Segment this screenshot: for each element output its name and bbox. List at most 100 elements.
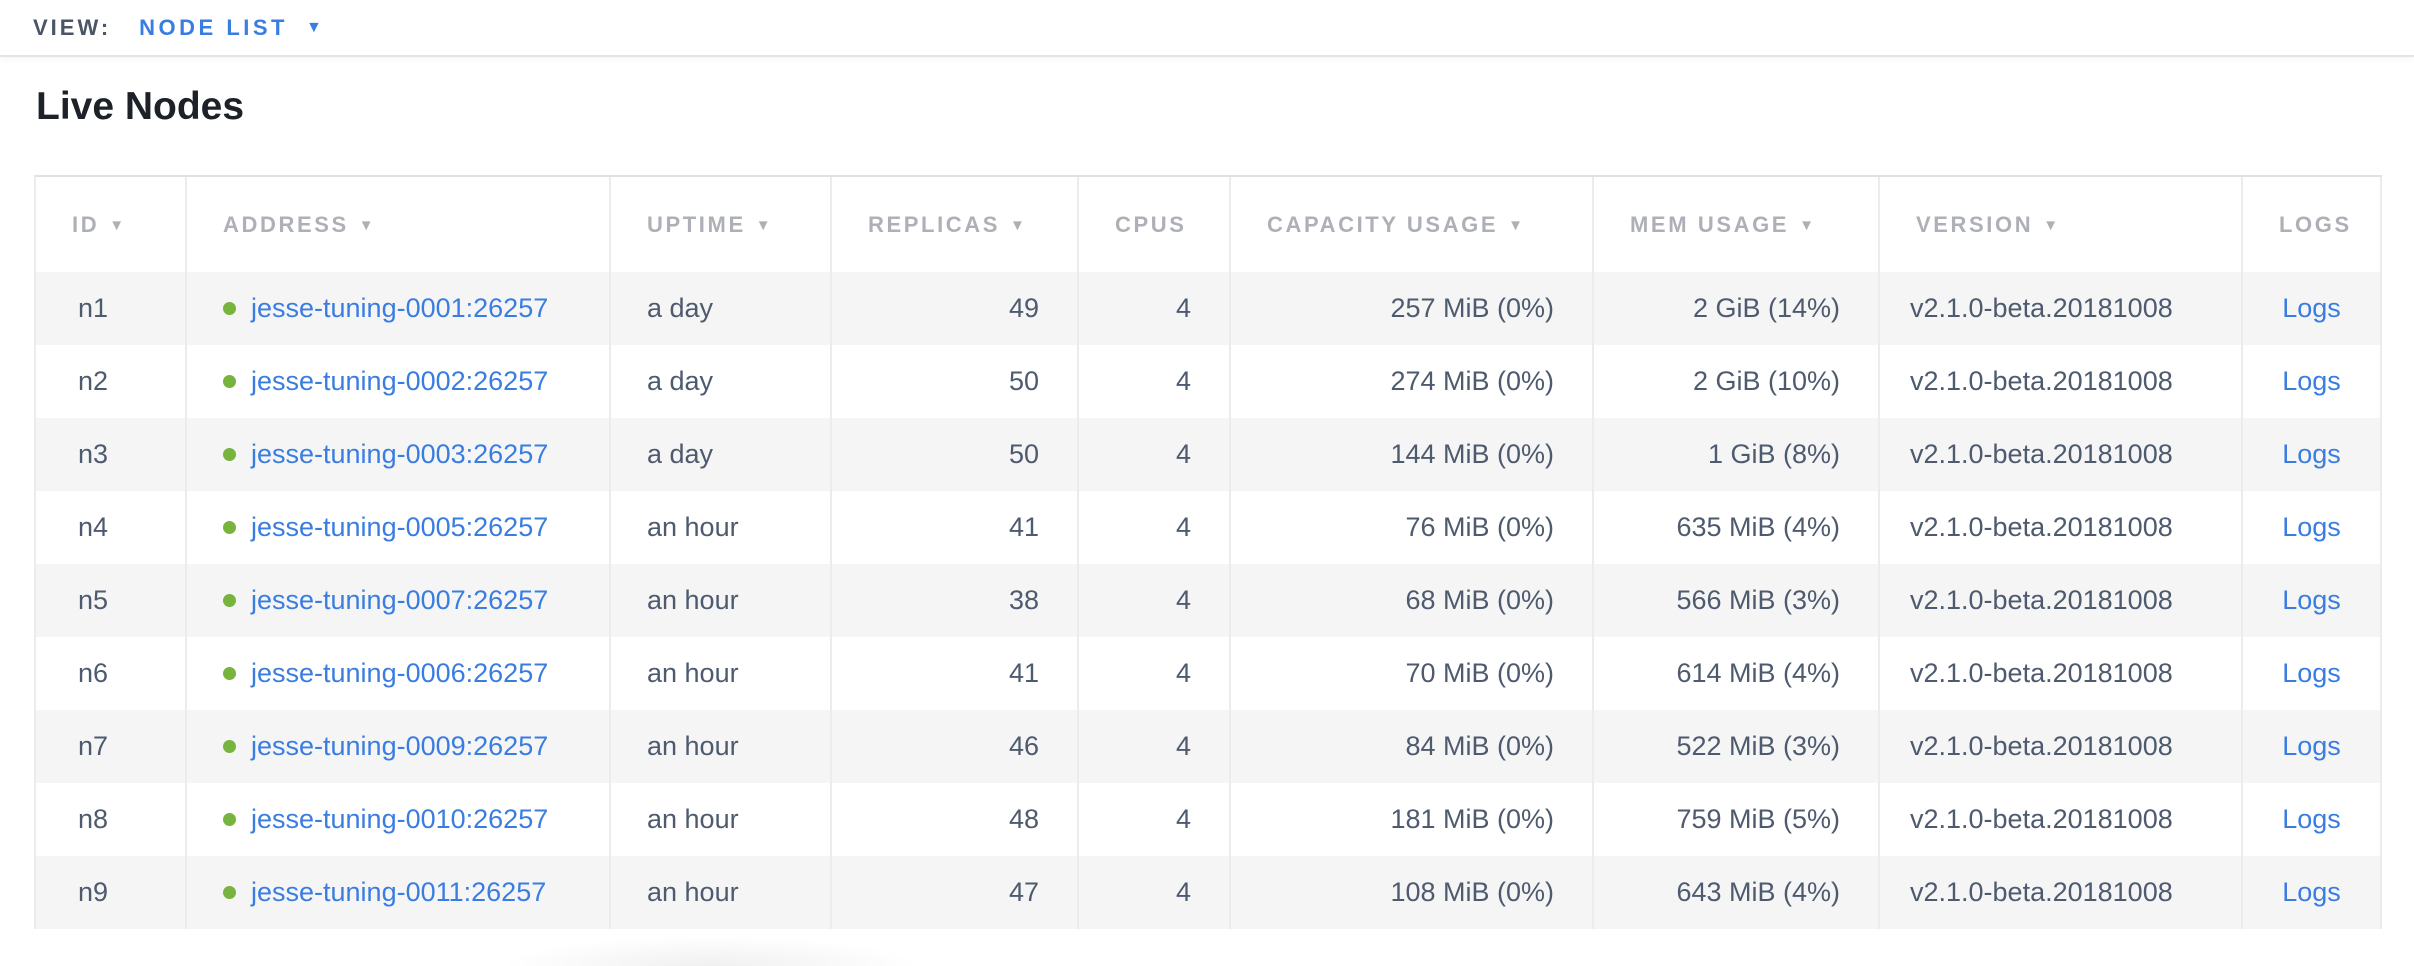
cell-capacity: 181 MiB (0%) xyxy=(1231,783,1594,856)
cell-mem: 635 MiB (4%) xyxy=(1594,491,1880,564)
cell-replicas: 50 xyxy=(832,345,1079,418)
live-status-icon xyxy=(223,886,236,899)
cell-logs: Logs xyxy=(2243,637,2382,710)
cell-capacity: 108 MiB (0%) xyxy=(1231,856,1594,929)
cell-logs: Logs xyxy=(2243,491,2382,564)
live-status-icon xyxy=(223,667,236,680)
cell-id: n3 xyxy=(36,418,187,491)
address-link[interactable]: jesse-tuning-0006:26257 xyxy=(251,658,548,688)
cell-cpus: 4 xyxy=(1079,856,1231,929)
live-status-icon xyxy=(223,448,236,461)
logs-link[interactable]: Logs xyxy=(2282,804,2341,834)
cell-capacity: 144 MiB (0%) xyxy=(1231,418,1594,491)
logs-link[interactable]: Logs xyxy=(2282,877,2341,907)
cell-id: n6 xyxy=(36,637,187,710)
sort-desc-icon: ▼ xyxy=(109,217,126,234)
live-status-icon xyxy=(223,521,236,534)
cell-version: v2.1.0-beta.20181008 xyxy=(1880,783,2243,856)
table-row-n9: n9 jesse-tuning-0011:26257 an hour474108 M… xyxy=(36,856,2382,929)
cell-uptime: an hour xyxy=(611,783,832,856)
cell-mem: 759 MiB (5%) xyxy=(1594,783,1880,856)
cell-cpus: 4 xyxy=(1079,710,1231,783)
cell-replicas: 48 xyxy=(832,783,1079,856)
logs-link[interactable]: Logs xyxy=(2282,293,2341,323)
live-status-icon xyxy=(223,302,236,315)
cell-id: n1 xyxy=(36,272,187,345)
sort-desc-icon: ▼ xyxy=(1010,217,1027,234)
chevron-down-icon: ▼ xyxy=(306,20,322,36)
column-header-capacity[interactable]: CAPACITY USAGE▼ xyxy=(1231,177,1594,272)
column-header-label: VERSION xyxy=(1916,212,2033,237)
cell-address: jesse-tuning-0005:26257 xyxy=(187,491,611,564)
cell-version: v2.1.0-beta.20181008 xyxy=(1880,345,2243,418)
live-status-icon xyxy=(223,813,236,826)
cell-uptime: an hour xyxy=(611,710,832,783)
cell-logs: Logs xyxy=(2243,783,2382,856)
column-header-version[interactable]: VERSION ▼ xyxy=(1880,177,2243,272)
view-label: VIEW: xyxy=(33,15,111,41)
sort-desc-icon: ▼ xyxy=(2043,217,2060,234)
address-link[interactable]: jesse-tuning-0002:26257 xyxy=(251,366,548,396)
cell-mem: 566 MiB (3%) xyxy=(1594,564,1880,637)
address-link[interactable]: jesse-tuning-0005:26257 xyxy=(251,512,548,542)
logs-link[interactable]: Logs xyxy=(2282,366,2341,396)
table-row-n4: n4jesse-tuning-0005:26257an hour41476 Mi… xyxy=(36,491,2382,564)
cell-uptime: a day xyxy=(611,272,832,345)
live-status-icon xyxy=(223,740,236,753)
sort-desc-icon: ▼ xyxy=(359,217,376,234)
table-row-n2: n2jesse-tuning-0002:26257a day504274 MiB… xyxy=(36,345,2382,418)
column-header-uptime[interactable]: UPTIME ▼ xyxy=(611,177,832,272)
cell-uptime: an hour xyxy=(611,856,832,929)
cell-cpus: 4 xyxy=(1079,564,1231,637)
cell-id: n9 xyxy=(36,856,187,929)
logs-link[interactable]: Logs xyxy=(2282,731,2341,761)
cell-replicas: 41 xyxy=(832,491,1079,564)
cell-replicas: 41 xyxy=(832,637,1079,710)
column-header-replicas[interactable]: REPLICAS▼ xyxy=(832,177,1079,272)
logs-link[interactable]: Logs xyxy=(2282,585,2341,615)
cell-address: jesse-tuning-0003:26257 xyxy=(187,418,611,491)
cell-capacity: 68 MiB (0%) xyxy=(1231,564,1594,637)
column-header-label: ADDRESS xyxy=(223,212,349,237)
cell-capacity: 76 MiB (0%) xyxy=(1231,491,1594,564)
live-nodes-table: ID▼ADDRESS▼UPTIME▼REPLICAS▼CPUSCAPACITY … xyxy=(34,175,2382,929)
cell-mem: 614 MiB (4%) xyxy=(1594,637,1880,710)
cell-uptime: a day xyxy=(611,345,832,418)
cell-cpus: 4 xyxy=(1079,345,1231,418)
sort-desc-icon: ▼ xyxy=(756,217,773,234)
column-header-label: UPTIME xyxy=(647,212,746,237)
cell-logs: Logs xyxy=(2243,418,2382,491)
column-header-id[interactable]: ID▼ xyxy=(36,177,187,272)
cell-mem: 1 GiB (8%) xyxy=(1594,418,1880,491)
address-link[interactable]: jesse-tuning-0009:26257 xyxy=(251,731,548,761)
cell-address: jesse-tuning-0006:26257 xyxy=(187,637,611,710)
cell-logs: Logs xyxy=(2243,345,2382,418)
live-status-icon xyxy=(223,594,236,607)
column-header-mem[interactable]: MEM USAGE▼ xyxy=(1594,177,1880,272)
cell-logs: Logs xyxy=(2243,856,2382,929)
table-row-n1: n1jesse-tuning-0001:26257a day494257 MiB… xyxy=(36,272,2382,345)
logs-link[interactable]: Logs xyxy=(2282,512,2341,542)
view-selector[interactable]: NODE LIST ▼ xyxy=(139,15,322,41)
column-header-address[interactable]: ADDRESS ▼ xyxy=(187,177,611,272)
address-link[interactable]: jesse-tuning-0010:26257 xyxy=(251,804,548,834)
cell-mem: 522 MiB (3%) xyxy=(1594,710,1880,783)
address-link[interactable]: jesse-tuning-0003:26257 xyxy=(251,439,548,469)
cell-version: v2.1.0-beta.20181008 xyxy=(1880,856,2243,929)
address-link[interactable]: jesse-tuning-0011:26257 xyxy=(251,877,546,907)
cell-id: n2 xyxy=(36,345,187,418)
live-status-icon xyxy=(223,375,236,388)
column-header-cpus: CPUS xyxy=(1079,177,1231,272)
cell-version: v2.1.0-beta.20181008 xyxy=(1880,564,2243,637)
logs-link[interactable]: Logs xyxy=(2282,439,2341,469)
cell-uptime: an hour xyxy=(611,637,832,710)
sort-desc-icon: ▼ xyxy=(1508,217,1525,234)
logs-link[interactable]: Logs xyxy=(2282,658,2341,688)
address-link[interactable]: jesse-tuning-0001:26257 xyxy=(251,293,548,323)
cell-address: jesse-tuning-0001:26257 xyxy=(187,272,611,345)
table-header-row: ID▼ADDRESS▼UPTIME▼REPLICAS▼CPUSCAPACITY … xyxy=(36,177,2382,272)
cell-version: v2.1.0-beta.20181008 xyxy=(1880,272,2243,345)
cell-version: v2.1.0-beta.20181008 xyxy=(1880,491,2243,564)
address-link[interactable]: jesse-tuning-0007:26257 xyxy=(251,585,548,615)
cell-replicas: 47 xyxy=(832,856,1079,929)
